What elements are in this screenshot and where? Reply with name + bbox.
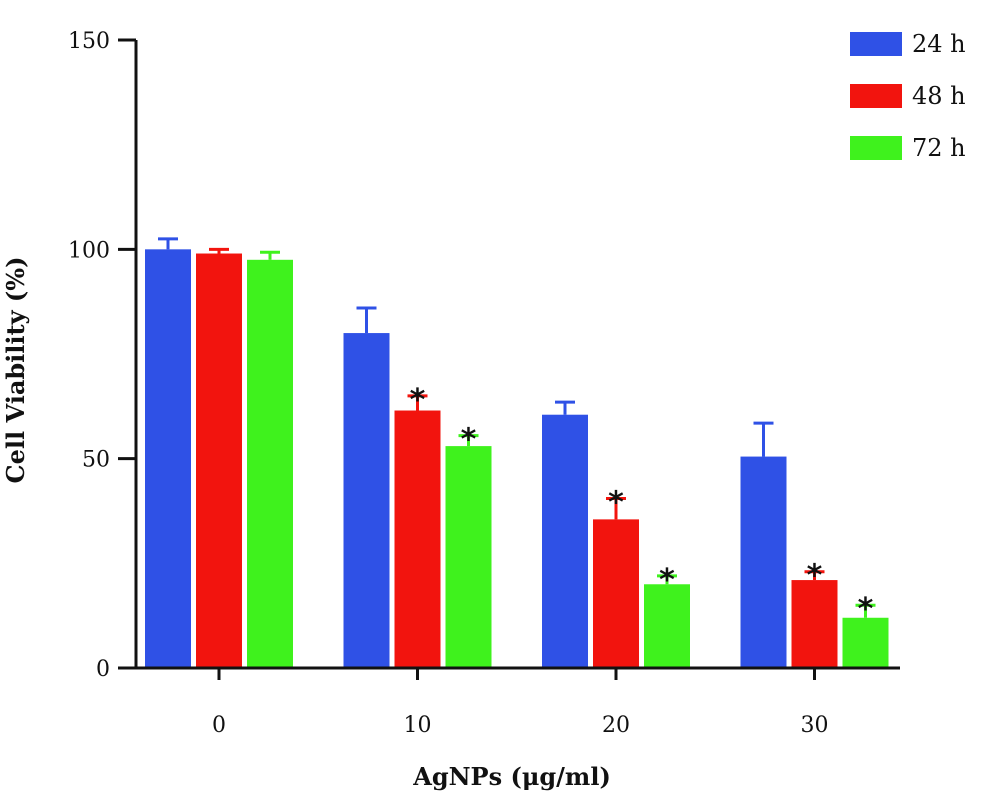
bar-48h-30: [791, 580, 838, 668]
y-tick-label: 0: [96, 657, 110, 682]
significance-marker: *: [608, 485, 624, 520]
error-bar-24h-20: [555, 400, 575, 415]
error-bar-72h-0: [260, 250, 280, 260]
error-bar-72h-10: [458, 434, 479, 447]
error-bar-48h-10: [407, 394, 428, 411]
x-tick-label: 20: [602, 713, 630, 738]
y-tick-label: 150: [68, 29, 110, 54]
y-axis-title: Cell Viability (%): [1, 257, 30, 484]
bar-72h-30: [842, 617, 889, 668]
significance-marker: *: [410, 383, 426, 418]
bar-24h-10: [343, 333, 390, 668]
bars-layer: [145, 249, 889, 669]
legend-label: 48 h: [912, 82, 966, 110]
bar-72h-20: [644, 584, 690, 668]
error-bar-24h-10: [356, 306, 377, 334]
error-bar-48h-20: [606, 496, 626, 520]
bar-72h-10: [445, 446, 492, 668]
x-tick-label: 10: [404, 713, 432, 738]
error-bar-72h-30: [855, 603, 876, 618]
bar-72h-0: [247, 259, 293, 668]
significance-marker: *: [858, 592, 874, 627]
y-tick-label: 50: [82, 448, 110, 473]
legend-label: 72 h: [912, 134, 966, 162]
legend-label: 24 h: [912, 30, 966, 58]
bar-24h-0: [145, 249, 191, 669]
legend-item-72h: 72 h: [850, 134, 966, 162]
significance-marker: *: [461, 423, 477, 458]
error-bar-24h-0: [158, 237, 178, 250]
bar-24h-20: [542, 414, 588, 668]
error-bars-layer: [158, 237, 876, 618]
legend-item-24h: 24 h: [850, 30, 966, 58]
x-tick-label: 30: [801, 713, 829, 738]
significance-marker: *: [659, 563, 675, 598]
error-bar-24h-30: [753, 421, 774, 457]
error-bar-48h-30: [804, 570, 825, 581]
x-tick-label: 0: [212, 713, 226, 738]
y-tick-label: 100: [68, 238, 110, 263]
significance-layer: * * * * * *: [410, 383, 874, 627]
legend-swatch: [850, 32, 902, 56]
bar-48h-20: [593, 519, 639, 668]
error-bar-48h-0: [209, 247, 229, 254]
legend-swatch: [850, 136, 902, 160]
legend: 24 h 48 h 72 h: [850, 30, 966, 162]
significance-marker: *: [807, 559, 823, 594]
error-bar-72h-20: [657, 574, 677, 585]
x-axis-title: AgNPs (μg/ml): [412, 762, 611, 791]
legend-swatch: [850, 84, 902, 108]
bar-48h-0: [196, 253, 242, 668]
bar-48h-10: [394, 410, 441, 668]
axes-layer: 0 10 20 30 0 50 100 150: [68, 29, 900, 738]
legend-item-48h: 48 h: [850, 82, 966, 110]
bar-24h-30: [740, 456, 787, 668]
